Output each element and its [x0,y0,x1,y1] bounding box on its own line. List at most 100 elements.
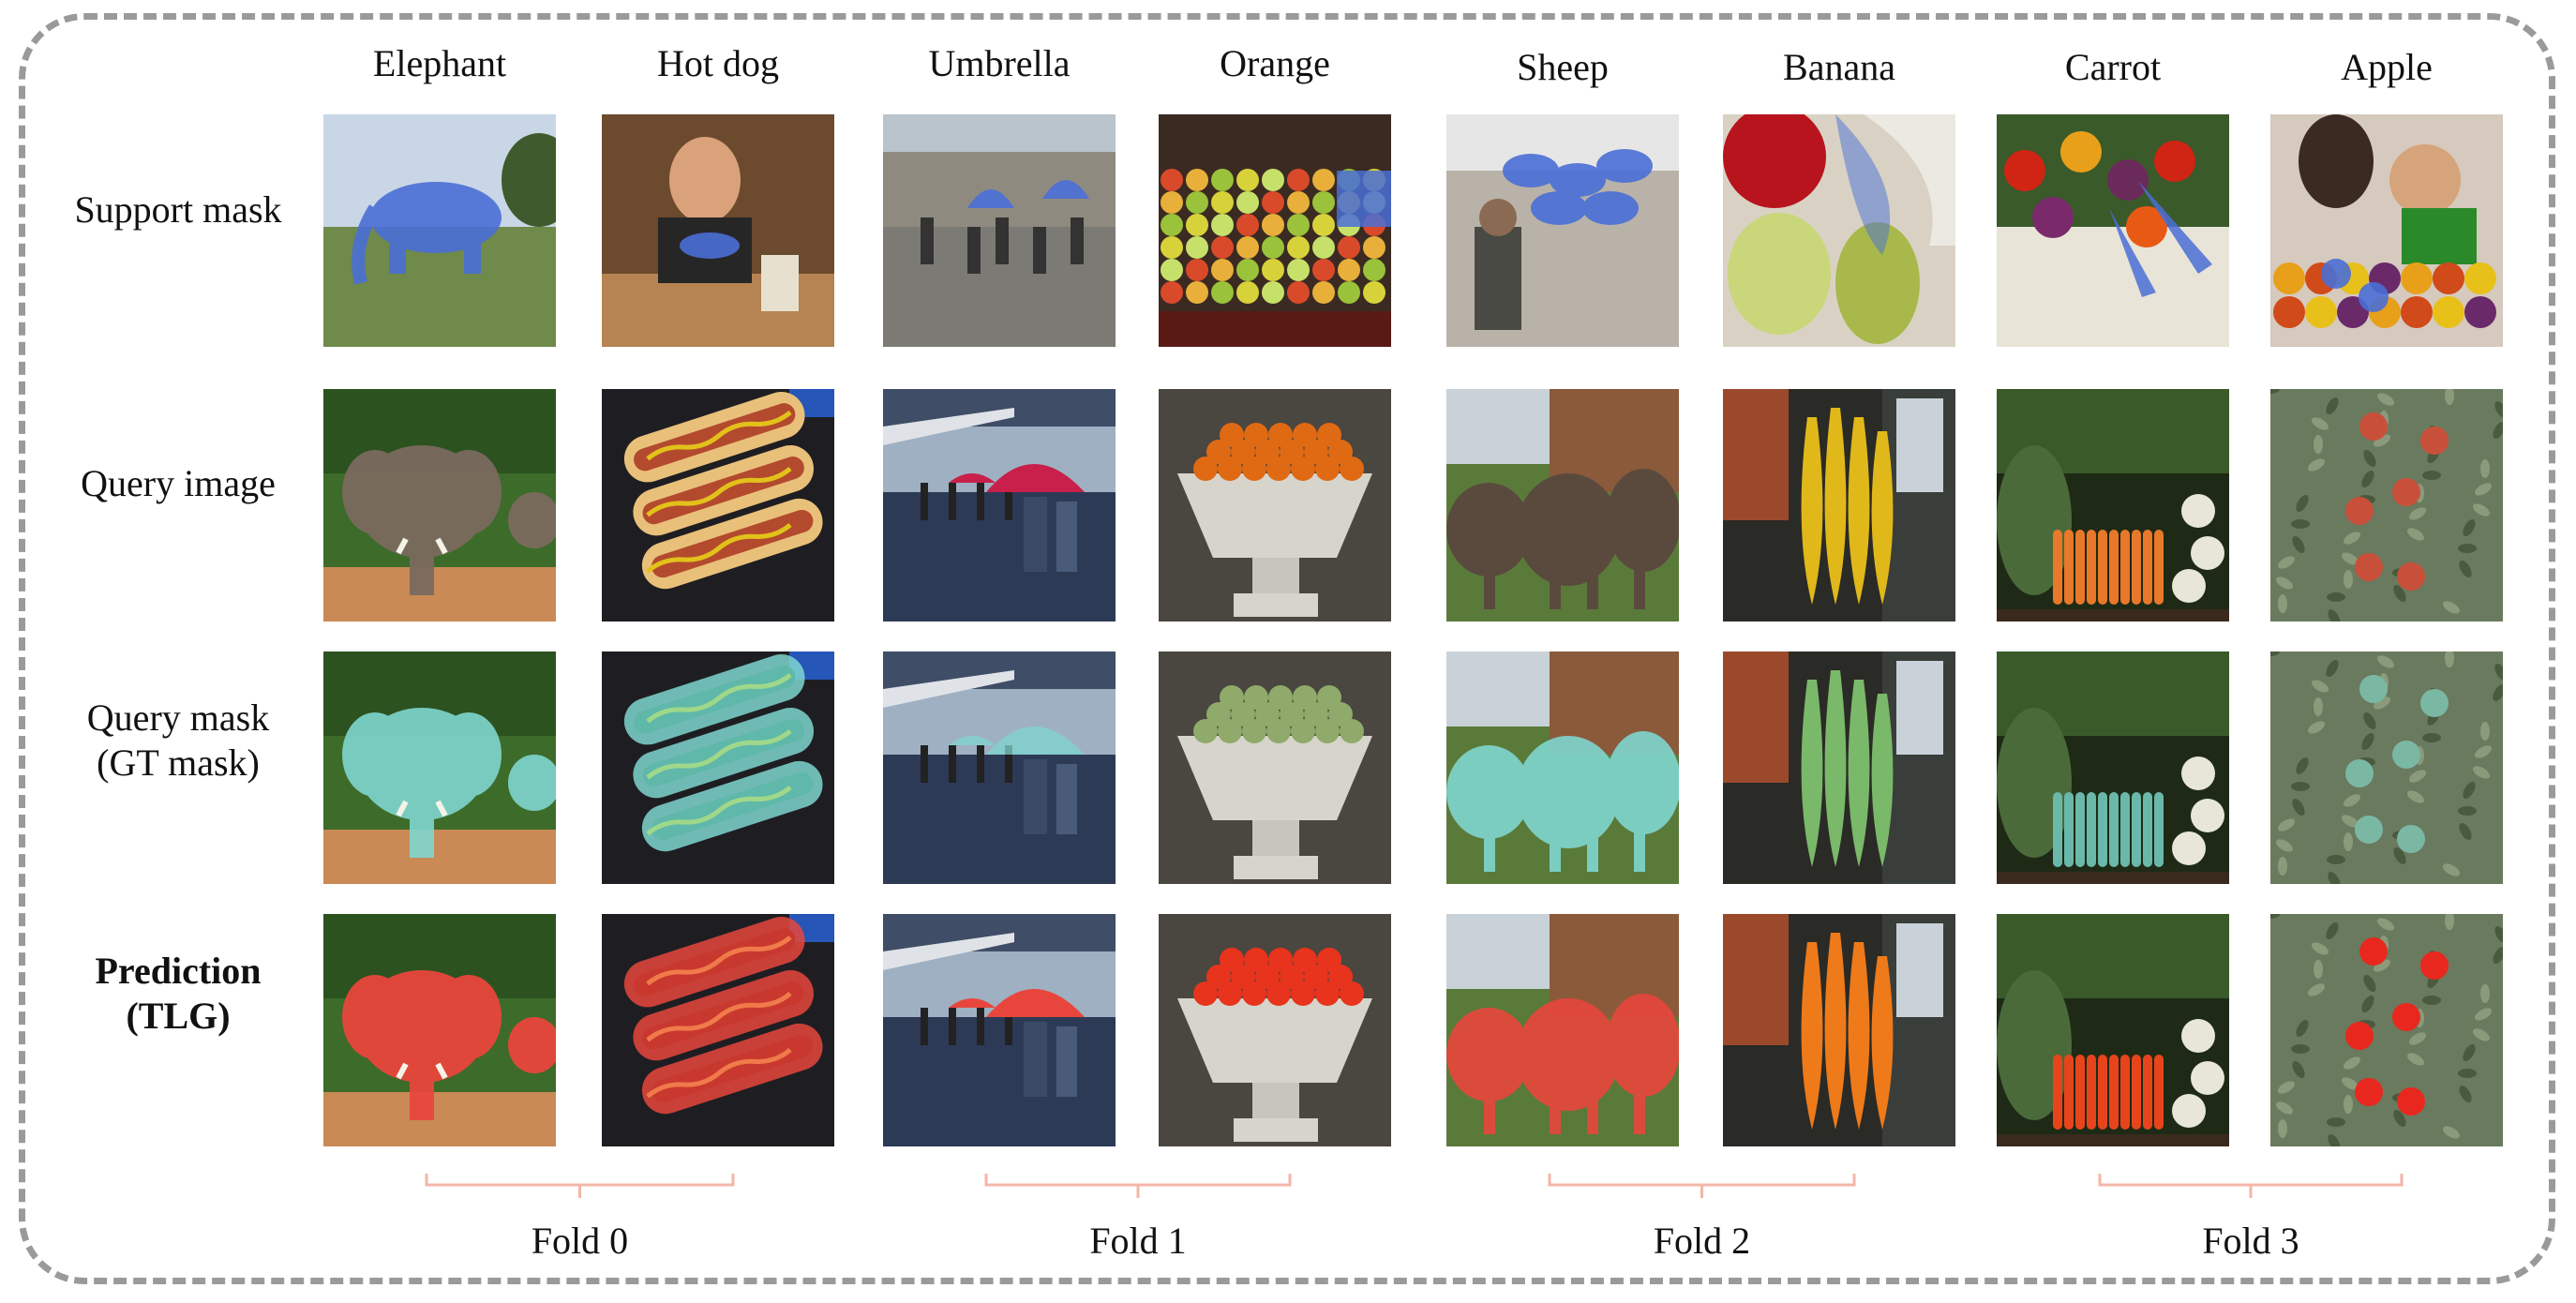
support-image-carrot [1997,114,2229,347]
support-elephant-photo [323,114,556,347]
query-image-banana [1723,389,1955,622]
query-sheep-photo [1446,389,1679,622]
support-orange-photo [1159,114,1391,347]
support-image-apple [2270,114,2503,347]
sheep-scene [1446,389,1679,622]
query-image-apple [2270,389,2503,622]
pred-image-apple [2270,914,2503,1146]
query-umbrella-photo [883,389,1116,622]
pred-carrot-photo [1997,914,2229,1146]
fold-brace-2 [1545,1172,1859,1209]
pred-hot-dog-photo [602,914,834,1146]
fold-brace-1 [981,1172,1295,1209]
column-label-sheep: Sheep [1441,45,1685,89]
query-image-carrot [1997,389,2229,622]
query-image-elephant [323,389,556,622]
pred-sheep-photo [1446,914,1679,1146]
support-image-hot-dog [602,114,834,347]
query-banana-photo [1723,389,1955,622]
pred-image-hot-dog [602,914,834,1146]
banana-scene [1723,114,1955,347]
support-hot-dog-photo [602,114,834,347]
gt-image-apple [2270,652,2503,884]
fold-brace-0 [422,1172,738,1209]
row-label-line: Query image [37,461,319,506]
column-label-hot-dog: Hot dog [596,41,840,85]
pred-banana-photo [1723,914,1955,1146]
support-image-elephant [323,114,556,347]
column-label-apple: Apple [2265,45,2509,89]
row-label-line: (GT mask) [37,741,319,786]
query-image-umbrella [883,389,1116,622]
fold-label-0: Fold 0 [440,1219,721,1263]
gt-image-carrot [1997,652,2229,884]
carrot-scene [1997,914,2229,1146]
umbrella-scene [883,914,1116,1146]
support-umbrella-photo [883,114,1116,347]
row-label-line: Prediction [37,949,319,994]
support-image-sheep [1446,114,1679,347]
gt-hot-dog-photo [602,652,834,884]
pred-umbrella-photo [883,914,1116,1146]
elephant-scene [323,114,556,347]
gt-elephant-photo [323,652,556,884]
query-image-orange [1159,389,1391,622]
orange-scene [1159,114,1391,347]
pred-image-orange [1159,914,1391,1146]
row-label-line: Support mask [37,187,319,232]
banana-scene [1723,389,1955,622]
pred-orange-photo [1159,914,1391,1146]
banana-scene [1723,914,1955,1146]
column-label-carrot: Carrot [1991,45,2235,89]
hot-dog-scene [602,389,834,622]
sheep-scene [1446,114,1679,347]
row-label-line: Query mask [37,696,319,741]
gt-orange-photo [1159,652,1391,884]
gt-banana-photo [1723,652,1955,884]
orange-scene [1159,389,1391,622]
row-label-support: Support mask [37,187,319,232]
elephant-scene [323,389,556,622]
elephant-scene [323,652,556,884]
support-apple-photo [2270,114,2503,347]
support-image-umbrella [883,114,1116,347]
banana-scene [1723,652,1955,884]
pred-image-sheep [1446,914,1679,1146]
sheep-scene [1446,914,1679,1146]
pred-image-carrot [1997,914,2229,1146]
gt-image-hot-dog [602,652,834,884]
row-label-pred: Prediction (TLG) [37,949,319,1039]
support-carrot-photo [1997,114,2229,347]
column-label-orange: Orange [1153,41,1397,85]
query-carrot-photo [1997,389,2229,622]
support-image-orange [1159,114,1391,347]
apple-scene [2270,652,2503,884]
carrot-scene [1997,389,2229,622]
hot-dog-scene [602,114,834,347]
apple-scene [2270,914,2503,1146]
fold-label-1: Fold 1 [997,1219,1279,1263]
pred-elephant-photo [323,914,556,1146]
gt-umbrella-photo [883,652,1116,884]
orange-scene [1159,652,1391,884]
sheep-scene [1446,652,1679,884]
gt-apple-photo [2270,652,2503,884]
apple-scene [2270,389,2503,622]
gt-image-orange [1159,652,1391,884]
umbrella-scene [883,389,1116,622]
gt-image-umbrella [883,652,1116,884]
column-label-umbrella: Umbrella [877,41,1121,85]
column-label-banana: Banana [1717,45,1961,89]
umbrella-scene [883,114,1116,347]
pred-apple-photo [2270,914,2503,1146]
pred-image-umbrella [883,914,1116,1146]
query-elephant-photo [323,389,556,622]
fold-label-2: Fold 2 [1562,1219,1843,1263]
gt-image-banana [1723,652,1955,884]
pred-image-banana [1723,914,1955,1146]
support-banana-photo [1723,114,1955,347]
gt-image-sheep [1446,652,1679,884]
hot-dog-scene [602,652,834,884]
gt-image-elephant [323,652,556,884]
query-apple-photo [2270,389,2503,622]
